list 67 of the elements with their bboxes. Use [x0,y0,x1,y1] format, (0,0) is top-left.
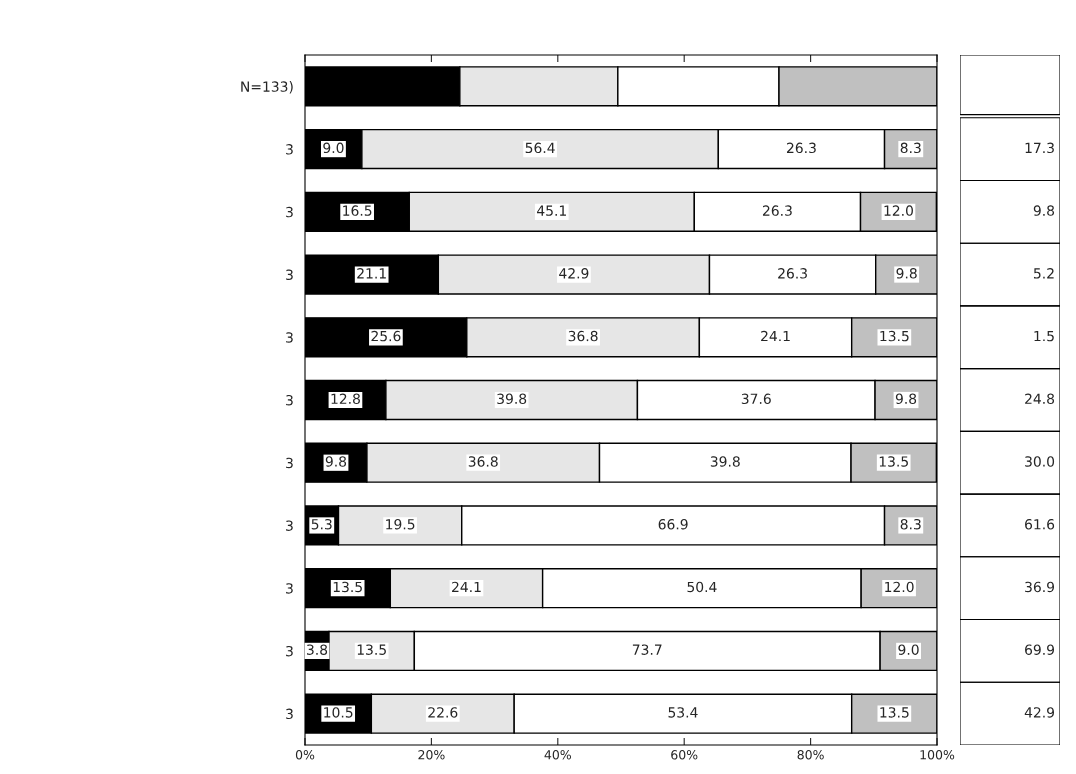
y-tick-label: 3 [286,332,293,343]
x-tick-label: 80% [797,750,824,760]
y-tick-label: 3 [286,144,293,155]
data-label: 8.3 [900,142,921,154]
data-label: 25.6 [371,330,401,342]
data-label: 12.0 [885,581,914,593]
y-tick-label: N=133) [241,81,293,94]
data-label: 13.5 [357,644,386,655]
y-tick-label: 3 [286,206,293,218]
text: 36.9 [1025,581,1055,593]
data-label: 50.4 [687,581,717,593]
data-label: 10.5 [324,707,353,718]
data-label: 39.8 [710,456,740,467]
x-tick-label: 20% [418,750,445,760]
y-tick-label: 3 [286,457,293,469]
y-tick-label: 3 [286,394,293,406]
data-label: 66.9 [658,518,688,530]
data-label: 22.6 [428,707,458,718]
data-label: 12.8 [331,393,360,405]
text: 9.8 [1033,205,1055,216]
data-label: 36.8 [468,456,498,467]
data-label: 37.6 [741,393,771,405]
data-label: 42.9 [559,268,589,279]
data-label: 26.3 [762,205,792,216]
text: 1.5 [1034,330,1054,342]
y-tick-label: 3 [286,708,293,720]
data-label: 13.5 [333,581,362,593]
data-label: 53.4 [668,707,698,718]
data-label: 26.3 [778,268,807,279]
x-tick-label: 40% [544,750,571,760]
data-label: 56.4 [525,142,555,154]
y-tick-label: 3 [286,520,293,531]
data-label: 39.8 [497,393,527,405]
text: 30.0 [1025,456,1055,467]
text: 69.9 [1025,644,1055,655]
data-label: 13.5 [879,456,908,467]
data-label: 9.0 [898,644,919,655]
data-label: 9.8 [325,456,347,467]
data-label: 9.8 [895,393,917,405]
data-label: 13.5 [880,330,909,342]
data-label: 73.7 [632,644,662,655]
data-label: 9.8 [896,268,917,279]
data-label: 26.3 [786,142,816,154]
data-label: 12.0 [884,205,913,216]
y-tick-label: 3 [286,269,293,281]
y-tick-label: 3 [286,583,293,594]
text: 24.8 [1025,393,1055,405]
data-label: 21.1 [357,268,386,279]
text: 17.3 [1025,142,1054,154]
x-tick-label: 100% [920,750,955,760]
data-label: 9.0 [323,142,344,154]
data-label: 5.3 [311,518,332,530]
text: 61.6 [1025,518,1055,530]
data-label: 45.1 [537,205,566,216]
data-label: 3.8 [307,644,328,655]
data-label: 19.5 [386,518,415,530]
data-label: 24.1 [761,330,790,342]
x-tick-label: 60% [671,750,698,760]
data-label: 24.1 [452,581,481,593]
text: 42.9 [1024,707,1055,718]
text: 5.2 [1033,268,1054,279]
data-label: 13.5 [880,707,909,718]
data-label: 16.5 [343,205,372,216]
data-label: 8.3 [900,518,921,530]
y-tick-label: 3 [286,645,293,657]
x-tick-label: 0% [295,750,315,760]
data-label: 36.8 [568,330,598,342]
